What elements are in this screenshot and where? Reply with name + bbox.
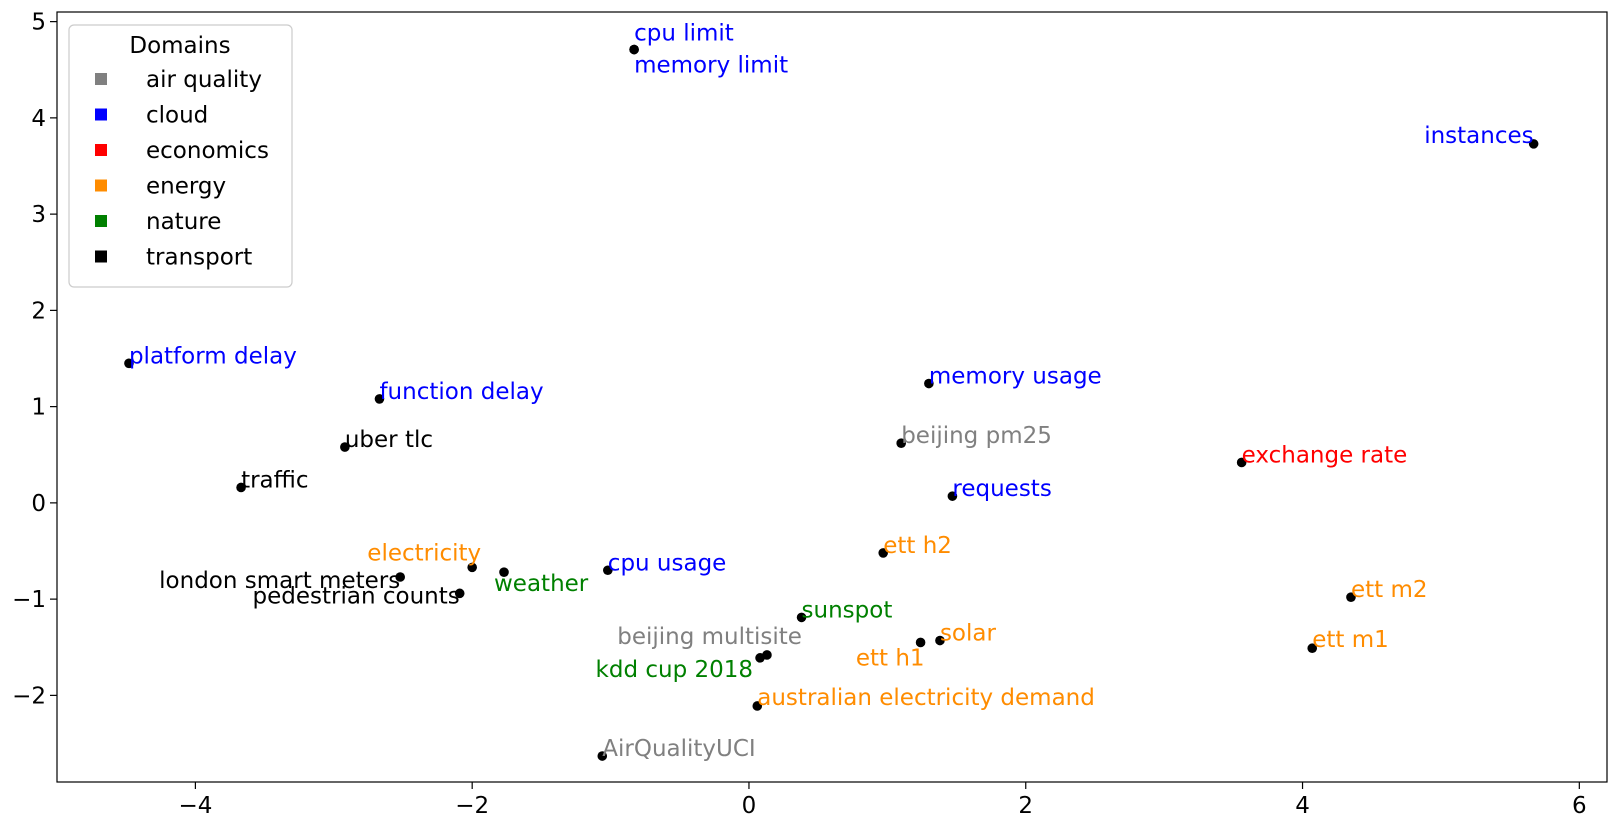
point-uber-tlc <box>340 442 350 452</box>
label-beijing-multisite: beijing multisite <box>617 624 802 650</box>
label-cpu-limit: cpu limit <box>634 21 734 47</box>
point-labels: cpu limit memory limit instances platform d… <box>129 21 1534 762</box>
label-memory-usage: memory usage <box>929 364 1102 390</box>
label-weather: weather <box>494 571 589 597</box>
axis-ticks: −4 −2 0 2 4 6 −2 −1 0 1 2 3 4 5 <box>12 10 1587 819</box>
legend-swatch-nature <box>95 215 107 227</box>
y-tick-label: 3 <box>31 202 46 228</box>
x-tick-label: 0 <box>742 793 757 819</box>
legend-swatch-transport <box>95 250 107 263</box>
x-tick-label: 6 <box>1572 793 1587 819</box>
point-ett-m1 <box>1307 643 1318 654</box>
point-instances <box>1528 139 1539 149</box>
label-requests: requests <box>952 476 1051 502</box>
label-ett-m2: ett m2 <box>1351 577 1428 603</box>
legend-swatch-air-quality <box>95 73 107 85</box>
legend-label-nature: nature <box>146 209 221 235</box>
point-electricity <box>467 562 477 573</box>
x-tick-label: −2 <box>455 793 489 819</box>
legend-swatch-economics <box>95 144 107 156</box>
y-tick-label: 1 <box>31 395 46 421</box>
label-ett-m1: ett m1 <box>1312 627 1389 653</box>
label-sunspot: sunspot <box>802 597 893 623</box>
data-points <box>124 44 1539 761</box>
point-exchange-rate <box>1236 457 1247 468</box>
label-cpu-usage: cpu usage <box>608 550 727 576</box>
legend-title: Domains <box>129 33 230 59</box>
x-tick-label: 4 <box>1295 793 1310 819</box>
legend-label-transport: transport <box>146 245 252 271</box>
label-function-delay: function delay <box>379 379 543 405</box>
label-australian-electricity-demand: australian electricity demand <box>757 685 1095 711</box>
point-pedestrian-counts <box>454 588 465 599</box>
label-traffic: traffic <box>241 467 308 493</box>
label-instances: instances <box>1424 123 1533 149</box>
point-requests <box>947 491 958 501</box>
point-solar <box>935 635 945 646</box>
legend: Domains air quality cloud economics energy n… <box>68 24 293 288</box>
point-sunspot <box>796 612 807 623</box>
legend-label-cloud: cloud <box>146 103 208 129</box>
label-memory-limit: memory limit <box>634 53 788 79</box>
label-exchange-rate: exchange rate <box>1242 442 1408 468</box>
point-traffic <box>236 482 246 493</box>
point-memory-usage <box>924 378 934 389</box>
point-cpu-usage <box>603 565 613 576</box>
label-solar: solar <box>940 621 997 647</box>
label-platform-delay: platform delay <box>129 343 297 369</box>
label-uber-tlc: uber tlc <box>345 427 433 453</box>
legend-label-energy: energy <box>146 174 226 200</box>
label-ett-h2: ett h2 <box>883 533 952 559</box>
legend-label-economics: economics <box>146 138 269 164</box>
y-tick-label: −1 <box>12 587 46 613</box>
y-tick-label: 4 <box>31 106 46 132</box>
y-tick-label: 5 <box>31 10 46 36</box>
point-function-delay <box>374 394 385 404</box>
legend-label-air-quality: air quality <box>146 67 262 93</box>
legend-box <box>68 24 293 288</box>
point-ett-h1 <box>915 637 926 648</box>
x-tick-label: 2 <box>1018 793 1033 819</box>
y-tick-label: −2 <box>12 683 46 709</box>
legend-swatch-cloud <box>95 108 107 121</box>
point-airqualityuci <box>597 751 608 761</box>
x-tick-label: −4 <box>178 793 212 819</box>
point-weather <box>499 567 509 577</box>
point-beijing-pm25 <box>896 438 906 449</box>
point-ett-h2 <box>878 548 889 558</box>
point-australian-electricity-demand <box>752 701 763 711</box>
point-kdd-cup-2018 <box>755 653 765 663</box>
label-kdd-cup-2018: kdd cup 2018 <box>596 657 754 683</box>
label-airqualityuci: AirQualityUCI <box>602 736 755 762</box>
legend-swatch-energy <box>95 179 107 192</box>
point-platform-delay <box>124 358 134 369</box>
point-london-smart-meters <box>395 572 406 582</box>
label-beijing-pm25: beijing pm25 <box>901 423 1052 449</box>
label-ett-h1: ett h1 <box>856 645 925 671</box>
y-tick-label: 0 <box>31 491 46 517</box>
label-london-smart-meters: london smart meters <box>159 568 400 594</box>
label-pedestrian-counts: pedestrian counts <box>253 583 460 609</box>
point-ett-m2 <box>1346 592 1356 602</box>
plot-area <box>56 11 1608 783</box>
point-memory-limit <box>629 44 639 55</box>
y-tick-label: 2 <box>31 298 46 324</box>
label-electricity: electricity <box>367 540 481 566</box>
